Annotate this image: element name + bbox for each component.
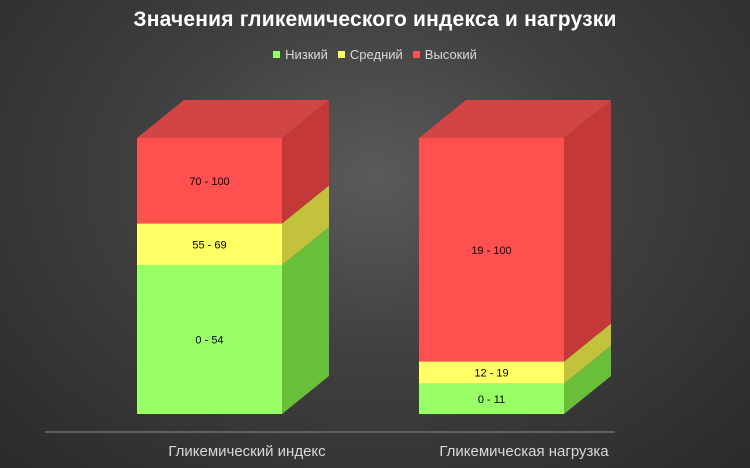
data-label-0-1: 55 - 69 <box>192 239 226 251</box>
bar-side-0-0 <box>282 226 329 414</box>
legend-swatch-0 <box>273 51 281 58</box>
legend-swatch-1 <box>337 51 345 58</box>
legend-label-1: Средний <box>349 47 403 62</box>
bar-top-0 <box>137 100 329 138</box>
legend: Низкий Средний Высокий <box>0 47 750 62</box>
data-label-1-0: 0 - 11 <box>478 394 505 406</box>
data-label-0-2: 70 - 100 <box>189 176 229 188</box>
bar-side-0-2 <box>282 100 329 224</box>
category-label-0: Гликемический индекс <box>168 443 326 460</box>
bar-segment-1-1 <box>419 361 564 384</box>
bar-side-1-0 <box>564 345 611 414</box>
bar-top-1 <box>419 100 611 138</box>
bar-side-0-1 <box>282 185 329 265</box>
bar-segment-1-2 <box>419 138 564 362</box>
bar-segment-0-2 <box>137 138 282 224</box>
bar-side-1-2 <box>564 100 611 362</box>
bar-segment-1-0 <box>419 383 564 414</box>
legend-item-0: Низкий <box>273 47 328 62</box>
bar-side-1-1 <box>564 323 611 384</box>
data-label-1-1: 12 - 19 <box>474 368 508 380</box>
data-label-0-0: 0 - 54 <box>195 334 223 346</box>
data-label-1-2: 19 - 100 <box>471 245 511 257</box>
bar-segment-0-0 <box>137 264 282 414</box>
legend-item-1: Средний <box>337 47 403 62</box>
legend-label-0: Низкий <box>285 47 328 62</box>
category-label-1: Гликемическая нагрузка <box>439 443 609 460</box>
legend-item-2: Высокий <box>412 47 477 62</box>
legend-label-2: Высокий <box>424 47 477 62</box>
chart-title: Значения гликемического индекса и нагруз… <box>133 8 617 31</box>
legend-swatch-2 <box>412 51 420 58</box>
bar-segment-0-1 <box>137 223 282 265</box>
